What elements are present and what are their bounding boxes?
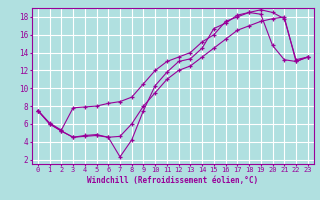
X-axis label: Windchill (Refroidissement éolien,°C): Windchill (Refroidissement éolien,°C)	[87, 176, 258, 185]
